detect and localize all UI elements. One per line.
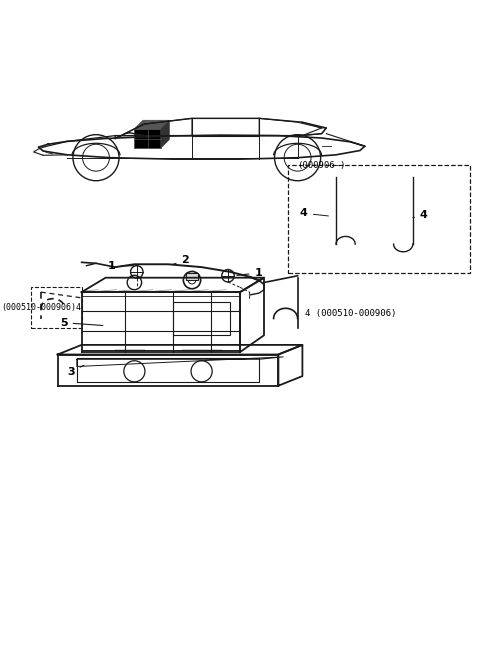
- Polygon shape: [161, 120, 169, 148]
- Text: 4: 4: [413, 210, 428, 219]
- Text: (000510-000906)4: (000510-000906)4: [1, 303, 82, 313]
- Bar: [31, 288, 82, 328]
- Bar: [288, 165, 470, 273]
- Bar: [134, 129, 161, 148]
- Text: 4 (000510-000906): 4 (000510-000906): [305, 309, 396, 318]
- Text: 1: 1: [108, 261, 134, 271]
- Text: 1: 1: [237, 268, 262, 278]
- Polygon shape: [134, 120, 169, 129]
- Text: 4: 4: [300, 208, 328, 218]
- Text: 2: 2: [173, 255, 189, 265]
- Text: (000906-): (000906-): [298, 161, 346, 170]
- Text: 3: 3: [67, 366, 84, 377]
- Text: 5: 5: [60, 318, 103, 328]
- Bar: [173, 301, 230, 335]
- Bar: [186, 273, 198, 280]
